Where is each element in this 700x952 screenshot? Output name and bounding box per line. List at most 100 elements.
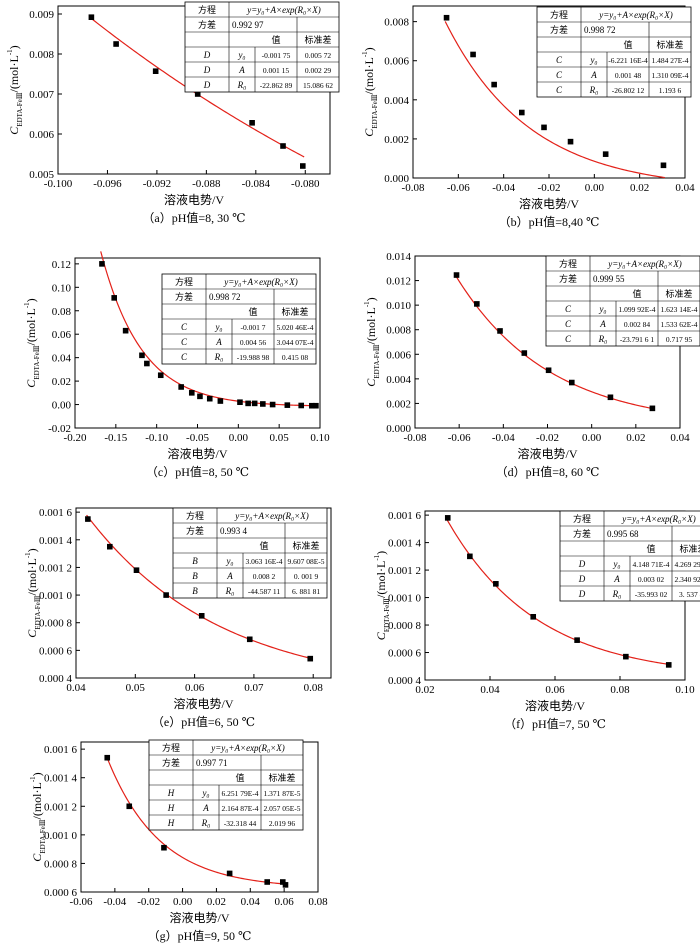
fit-table-letter: D bbox=[578, 559, 586, 569]
y-axis-label-close: ) bbox=[364, 297, 378, 301]
y-axis-label-sub: EDTA-FeⅢ bbox=[39, 819, 47, 853]
fit-param-value: 0.004 56 bbox=[240, 338, 267, 347]
y-tick-label: 0.06 bbox=[52, 329, 72, 341]
y-axis-label-unit: /(mol·L bbox=[24, 308, 38, 345]
panel-caption: （c）pH值=8, 50 ℃ bbox=[146, 464, 249, 479]
data-point bbox=[217, 398, 224, 404]
fit-table-header: 方程 bbox=[559, 258, 577, 269]
fit-param-value: -6.221 16E-4 bbox=[608, 56, 648, 65]
fit-param-value: -44.587 11 bbox=[248, 587, 280, 596]
y-tick-label: 0.000 bbox=[386, 423, 411, 435]
fit-table-header: 方差 bbox=[559, 273, 577, 284]
x-tick-label: -0.05 bbox=[186, 432, 209, 444]
fit-table-header: 标准差 bbox=[679, 543, 700, 554]
fit-param-value: 0.001 15 bbox=[263, 66, 290, 75]
fit-param-error: 0.717 95 bbox=[666, 335, 693, 344]
data-point bbox=[282, 882, 289, 888]
fit-param-value: -22.862 89 bbox=[260, 81, 293, 90]
y-tick-label: 0.001 2 bbox=[39, 562, 72, 574]
data-point bbox=[251, 400, 258, 407]
fit-param-name: R₀ bbox=[589, 85, 599, 95]
fit-param-value: -35.993 02 bbox=[635, 590, 668, 599]
data-point bbox=[111, 295, 117, 301]
y-tick-label: 0.08 bbox=[52, 306, 72, 318]
y-tick-label: 0.04 bbox=[52, 353, 72, 365]
y-axis-label-close: ) bbox=[25, 548, 39, 552]
chart-panel-b: -0.08 -0.06 -0.04 -0.02 0.00 0.02 0.04 0.000 0.0… bbox=[361, 5, 695, 229]
fit-table-letter: D bbox=[203, 80, 211, 90]
x-tick-label: 0.02 bbox=[626, 432, 645, 444]
data-point bbox=[133, 567, 140, 573]
fit-table-letter: C bbox=[556, 85, 563, 95]
data-point bbox=[245, 400, 251, 407]
fit-equation: y=y₀+A×exp(R₀×X) bbox=[598, 10, 673, 20]
y-tick-label: 0.001 0 bbox=[388, 593, 422, 605]
fit-param-error: 6. 881 81 bbox=[292, 587, 320, 596]
fit-param-name: A bbox=[202, 803, 209, 813]
y-axis-label-main: C bbox=[7, 126, 21, 135]
y-tick-label: 0.006 bbox=[386, 349, 411, 361]
chart-panel-d: -0.08 -0.06 -0.04 -0.02 0.00 0.02 0.04 0.000 0.0… bbox=[363, 251, 700, 479]
y-axis-label-unit: /(mol·L bbox=[374, 561, 388, 598]
x-tick-label: -0.15 bbox=[104, 432, 127, 444]
data-point bbox=[298, 402, 305, 409]
fit-equation: y=y₀+A×exp(R₀×X) bbox=[234, 511, 309, 521]
fit-param-name: y₀ bbox=[612, 559, 620, 569]
y-tick-label: 0.002 bbox=[386, 398, 411, 410]
panel-caption: （d）pH值=8, 60 ℃ bbox=[496, 464, 600, 479]
fit-table-header: 方差 bbox=[162, 757, 180, 768]
fit-table-letter: B bbox=[192, 571, 198, 581]
x-axis-label: 溶液电势/V bbox=[517, 446, 577, 461]
y-tick-label: 0.000 8 bbox=[39, 618, 73, 630]
y-axis-label-close: ) bbox=[30, 772, 44, 776]
data-point bbox=[491, 81, 497, 88]
data-point bbox=[88, 14, 95, 20]
fit-param-name: A bbox=[215, 337, 222, 347]
fit-curve bbox=[454, 274, 654, 410]
y-tick-label: 0.005 bbox=[29, 169, 54, 181]
x-axis-label: 溶液电势/V bbox=[525, 698, 585, 713]
data-point bbox=[226, 870, 233, 877]
fit-table: 方程 y=y₀+A×exp(R₀×X) 方差 0.993 4 值 标准差 B y₀ 3.063 … bbox=[172, 507, 328, 599]
y-tick-label: 0.000 bbox=[384, 173, 409, 185]
fit-param-value: -19.988 98 bbox=[237, 353, 270, 362]
data-point bbox=[568, 379, 575, 386]
fit-param-error: 0.005 72 bbox=[305, 51, 332, 60]
fit-table: 方程 y=y₀+A×exp(R₀×X) 方差 0.999 55 值 标准差 C y₀ 1.099… bbox=[545, 255, 700, 347]
data-point bbox=[541, 124, 547, 131]
fit-equation: y=y₀+A×exp(R₀×X) bbox=[223, 277, 298, 287]
fit-param-value: 0.001 48 bbox=[615, 71, 642, 80]
data-point bbox=[307, 655, 314, 662]
y-axis-label-sup: -1 bbox=[361, 51, 369, 57]
fit-param-name: y₀ bbox=[225, 556, 233, 566]
fit-table-header: 标准差 bbox=[304, 34, 331, 45]
fit-param-error: 3. 537 84 bbox=[679, 590, 700, 599]
fit-param-value: -0.001 75 bbox=[262, 51, 291, 60]
fit-variance: 0.999 55 bbox=[593, 274, 625, 284]
y-axis-label-unit: /(mol·L bbox=[362, 57, 376, 94]
y-tick-label: 0.008 bbox=[29, 49, 54, 61]
fit-param-name: A bbox=[226, 571, 233, 581]
fit-param-error: 2.057 05E-5 bbox=[263, 804, 300, 813]
fit-table-header: 值 bbox=[248, 306, 257, 317]
y-axis-label: CEDTA-FeⅢ/(mol·L-1) bbox=[6, 45, 24, 134]
fit-table-header: 标准差 bbox=[268, 772, 295, 783]
fit-table-header: 标准差 bbox=[665, 288, 692, 299]
chart-panel-a: -0.100 -0.096 -0.092 -0.088 -0.084 -0.080 0.00… bbox=[6, 1, 340, 225]
data-point bbox=[602, 151, 609, 157]
fit-param-name: A bbox=[238, 65, 245, 75]
fit-table-header: 方差 bbox=[573, 528, 591, 539]
fit-table-header: 方程 bbox=[198, 4, 216, 15]
fit-param-value: -23.791 6 1 bbox=[620, 335, 655, 344]
fit-table-letter: D bbox=[578, 574, 586, 584]
x-tick-label: -0.02 bbox=[536, 432, 559, 444]
data-point bbox=[126, 803, 133, 810]
fit-param-error: 3.044 07E-4 bbox=[276, 338, 313, 347]
y-tick-label: 0.000 4 bbox=[388, 675, 422, 687]
fit-table-header: 方差 bbox=[175, 291, 193, 302]
x-tick-label: 0.04 bbox=[241, 896, 261, 908]
fit-table-header: 方差 bbox=[198, 19, 216, 30]
x-tick-label: -0.100 bbox=[44, 178, 73, 190]
data-point bbox=[157, 372, 164, 379]
